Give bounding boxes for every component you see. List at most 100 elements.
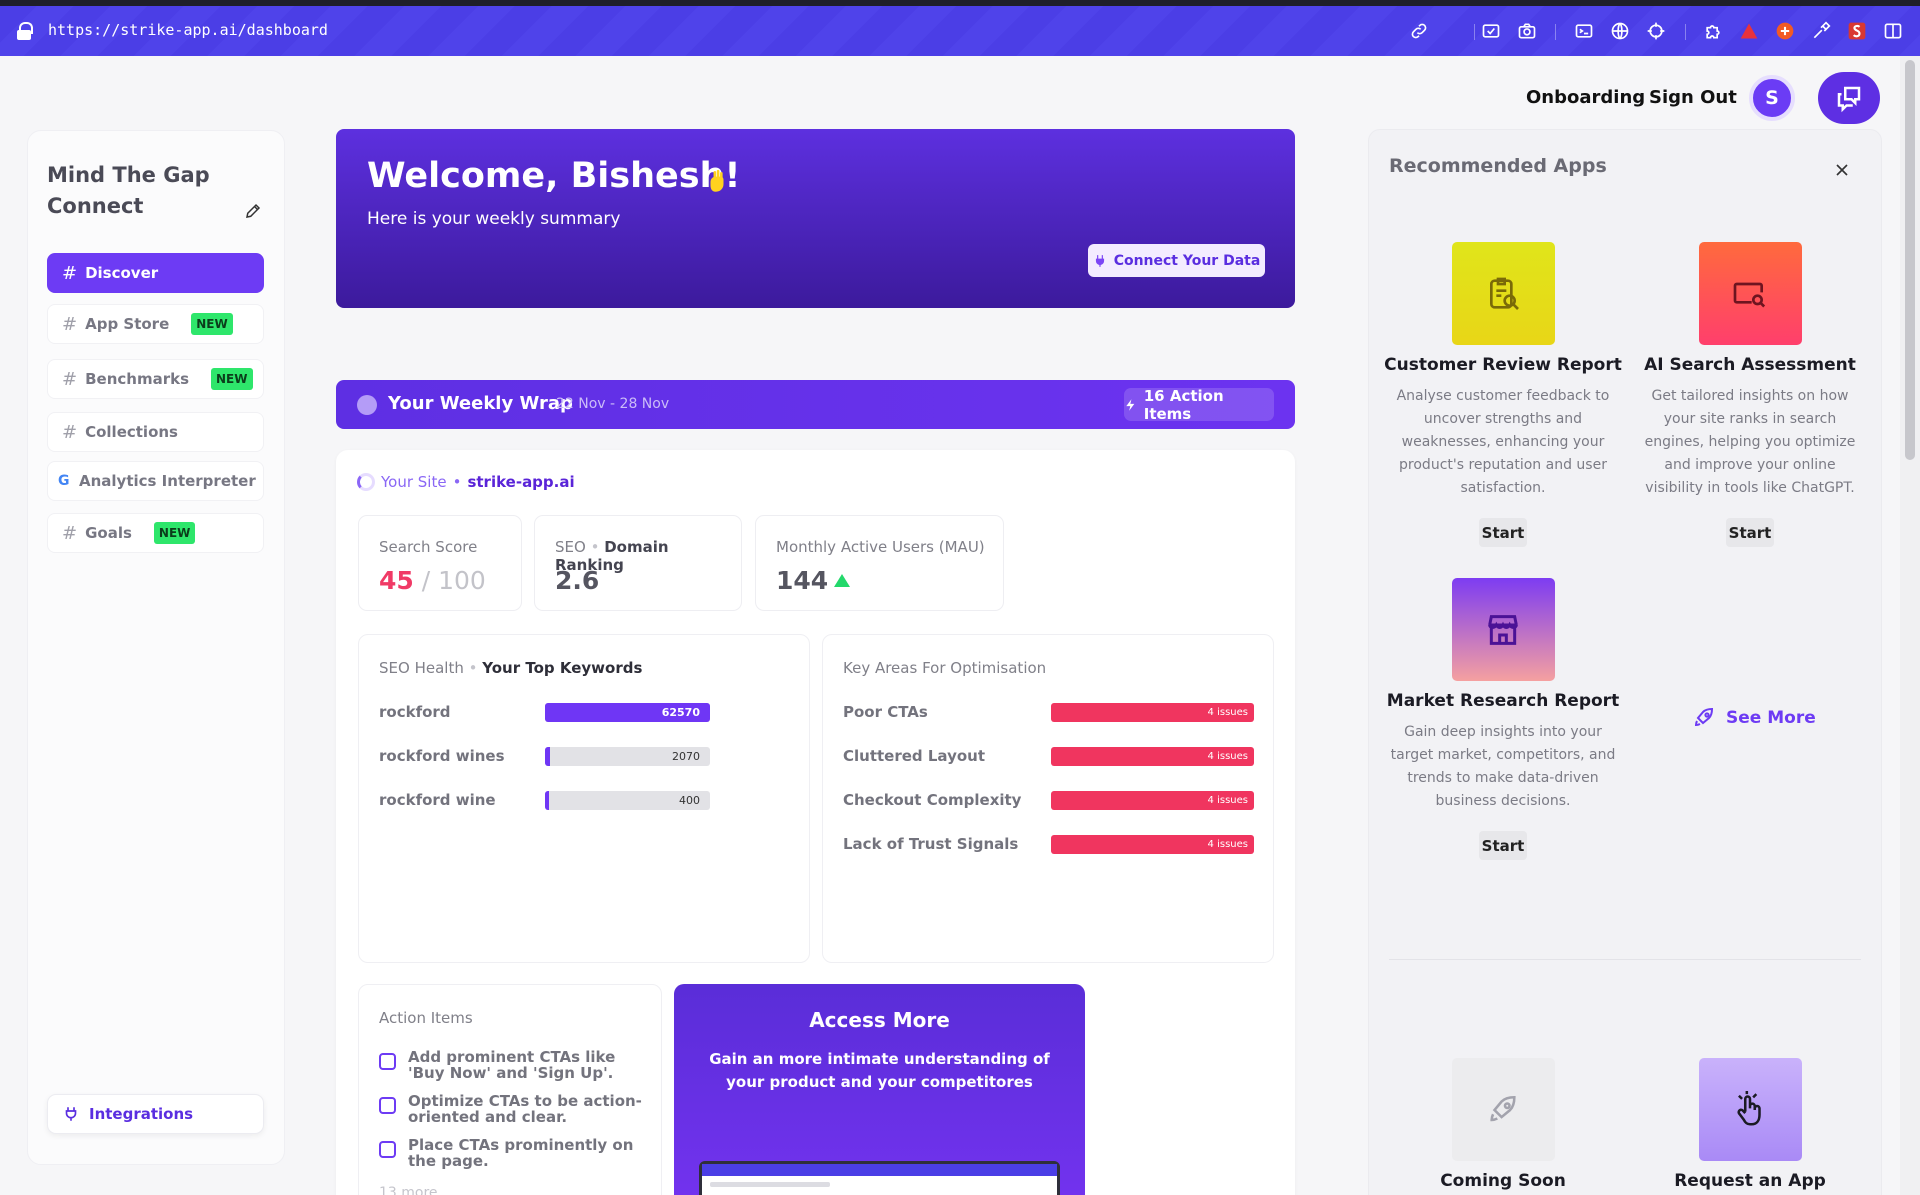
scrollbar-thumb[interactable]: [1905, 60, 1915, 460]
sidebar-item-discover[interactable]: # Discover: [47, 253, 264, 293]
plug-icon: [1095, 254, 1104, 267]
sidebar-item-collections[interactable]: # Collections: [47, 412, 264, 452]
connect-data-button[interactable]: Connect Your Data: [1088, 244, 1265, 277]
hash-icon: #: [62, 313, 78, 335]
keyword-bar: 62570: [545, 703, 710, 722]
optimisation-row[interactable]: Poor CTAs 4 issues: [843, 701, 1254, 725]
checkbox[interactable]: [379, 1141, 396, 1158]
puzzle-icon[interactable]: [1702, 20, 1724, 42]
optimisation-row[interactable]: Lack of Trust Signals 4 issues: [843, 833, 1254, 857]
pencil-icon[interactable]: [244, 202, 262, 220]
welcome-title: Welcome, Bishesh!: [367, 156, 741, 196]
toolbar-separator: [1685, 24, 1686, 40]
action-item[interactable]: Place CTAs prominently on the page.: [379, 1137, 654, 1169]
start-button[interactable]: Start: [1479, 831, 1527, 860]
see-more-label: See More: [1726, 708, 1816, 728]
sidebar-item-app-store[interactable]: # App Store NEW: [47, 304, 264, 344]
keyword-label: rockford wine: [379, 791, 496, 809]
connect-data-label: Connect Your Data: [1113, 252, 1261, 269]
site-domain[interactable]: strike-app.ai: [467, 473, 575, 491]
app-card-ai-search: AI Search Assessment Get tailored insigh…: [1630, 242, 1870, 547]
integrations-button[interactable]: Integrations: [47, 1094, 264, 1134]
checkbox[interactable]: [379, 1097, 396, 1114]
lightning-icon: [1126, 398, 1135, 411]
dashboard-preview-image: [699, 1161, 1060, 1195]
sign-out-link[interactable]: Sign Out: [1649, 87, 1737, 108]
new-badge: NEW: [211, 368, 253, 390]
avatar[interactable]: S: [1749, 75, 1795, 121]
sidebar-toggle-icon[interactable]: [1882, 20, 1904, 42]
action-item[interactable]: Add prominent CTAs like 'Buy Now' and 'S…: [379, 1049, 654, 1081]
action-item[interactable]: Optimize CTAs to be action-oriented and …: [379, 1093, 654, 1125]
optimisation-label: Lack of Trust Signals: [843, 835, 1019, 853]
panel-title: SEO Health • Your Top Keywords: [379, 659, 642, 677]
issue-bar: 4 issues: [1051, 791, 1254, 810]
close-icon[interactable]: [1832, 160, 1852, 180]
start-button[interactable]: Start: [1726, 518, 1774, 547]
sidebar-item-benchmarks[interactable]: # Benchmarks NEW: [47, 359, 264, 399]
issue-bar: 4 issues: [1051, 747, 1254, 766]
optimisation-row[interactable]: Checkout Complexity 4 issues: [843, 789, 1254, 813]
separator-dot: •: [590, 538, 600, 556]
app-name: AI Search Assessment: [1644, 355, 1856, 375]
app-name: Market Research Report: [1386, 691, 1620, 711]
crosshair-icon[interactable]: [1645, 20, 1667, 42]
weekly-wrap-title: Your Weekly Wrap: [388, 393, 573, 414]
address-bar[interactable]: https://strike-app.ai/dashboard: [48, 21, 328, 39]
warning-triangle-icon[interactable]: [1738, 20, 1760, 42]
loading-spinner-icon: [357, 473, 375, 491]
keyword-volume: 400: [679, 794, 700, 807]
access-more-card[interactable]: Access More Gain an more intimate unders…: [674, 984, 1085, 1195]
toolbar-separator: [1555, 24, 1556, 40]
organization-name: Mind The Gap Connect: [47, 163, 210, 218]
toolbar-separator: [1474, 24, 1475, 40]
browser-toolbar: https://strike-app.ai/dashboard: [0, 6, 1920, 56]
camera-icon[interactable]: [1516, 20, 1538, 42]
optimisation-row[interactable]: Cluttered Layout 4 issues: [843, 745, 1254, 769]
see-more-link[interactable]: See More: [1692, 706, 1816, 730]
plug-icon: [65, 1107, 77, 1121]
keyword-row: rockford wine 400: [379, 789, 779, 813]
action-items-button[interactable]: 16 Action Items: [1124, 387, 1274, 423]
terminal-icon[interactable]: [1573, 20, 1595, 42]
screen-search-icon: [1698, 242, 1802, 345]
separator-dot: •: [452, 473, 462, 491]
start-button[interactable]: Start: [1479, 518, 1527, 547]
keyword-volume: 2070: [672, 750, 700, 763]
lock-icon: [17, 22, 33, 40]
plus-circle-icon[interactable]: [1774, 20, 1796, 42]
issue-bar: 4 issues: [1051, 703, 1254, 722]
keyword-volume: 62570: [661, 706, 700, 719]
sidebar-item-goals[interactable]: # Goals NEW: [47, 513, 264, 553]
request-app-card[interactable]: Request an App: [1650, 1058, 1850, 1191]
link-icon[interactable]: [1408, 20, 1430, 42]
more-items-link[interactable]: 13 more: [379, 1185, 438, 1195]
checkbox[interactable]: [379, 1053, 396, 1070]
status-dot: [357, 395, 377, 415]
optimisation-panel: Key Areas For Optimisation Poor CTAs 4 is…: [822, 634, 1274, 963]
issue-count: 4 issues: [1207, 839, 1248, 850]
eyedropper-icon[interactable]: [1810, 20, 1832, 42]
metric-label: Monthly Active Users (MAU): [776, 538, 985, 556]
waving-hand-icon: [710, 169, 724, 192]
keyword-label: rockford wines: [379, 747, 505, 765]
keyword-label: rockford: [379, 703, 451, 721]
seo-extension-icon[interactable]: [1846, 20, 1868, 42]
sidebar: [27, 130, 285, 1165]
screen-capture-icon[interactable]: [1480, 20, 1502, 42]
sidebar-item-analytics-interpreter[interactable]: G Analytics Interpreter: [47, 461, 264, 501]
panel-title: Key Areas For Optimisation: [843, 659, 1047, 677]
keyword-bar-fill: [545, 791, 550, 810]
action-items-title: Action Items: [379, 1009, 473, 1027]
action-item-text: Add prominent CTAs like 'Buy Now' and 'S…: [408, 1048, 616, 1082]
hash-icon: #: [62, 368, 78, 390]
recommended-apps-title: Recommended Apps: [1389, 155, 1607, 177]
issue-count: 4 issues: [1207, 707, 1248, 718]
domain-ranking-value: 2.6: [555, 566, 600, 595]
sidebar-item-label: Analytics Interpreter: [79, 472, 256, 490]
chat-button[interactable]: [1818, 72, 1880, 124]
globe-icon[interactable]: [1609, 20, 1631, 42]
onboarding-link[interactable]: Onboarding: [1526, 87, 1646, 108]
storefront-icon: [1451, 578, 1555, 681]
hash-icon: #: [62, 421, 78, 443]
